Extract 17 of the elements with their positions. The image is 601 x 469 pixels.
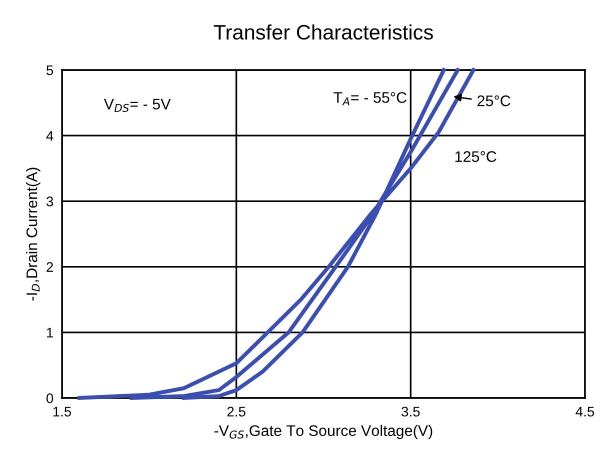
x-tick-label: 2.5 xyxy=(227,406,246,417)
y-tick-label: 3 xyxy=(46,196,54,206)
x-axis-title: -V$_{GS}$,Gate To Source Voltage(V) xyxy=(214,424,432,440)
chart-title: Transfer Characteristics xyxy=(214,24,433,40)
x-tick-label: 4.5 xyxy=(576,406,594,417)
y-axis-title: -I$_{D}$,Drain Current(A) xyxy=(26,168,40,301)
y-tick-label: 0 xyxy=(46,393,54,404)
x-tick-label: 1.5 xyxy=(53,406,72,417)
y-tick-label: 2 xyxy=(46,262,53,272)
annotation: V$_{DS}$= - 5V xyxy=(104,98,171,112)
annotation: 125°C xyxy=(455,151,496,162)
x-tick-label: 3.5 xyxy=(402,406,420,417)
y-tick-label: 5 xyxy=(46,65,54,76)
y-tick-label: 1 xyxy=(47,328,53,338)
annotation: T$_{A}$= - 55°C xyxy=(334,92,406,106)
y-tick-label: 4 xyxy=(46,131,54,141)
annotation: 25°C xyxy=(478,95,510,106)
